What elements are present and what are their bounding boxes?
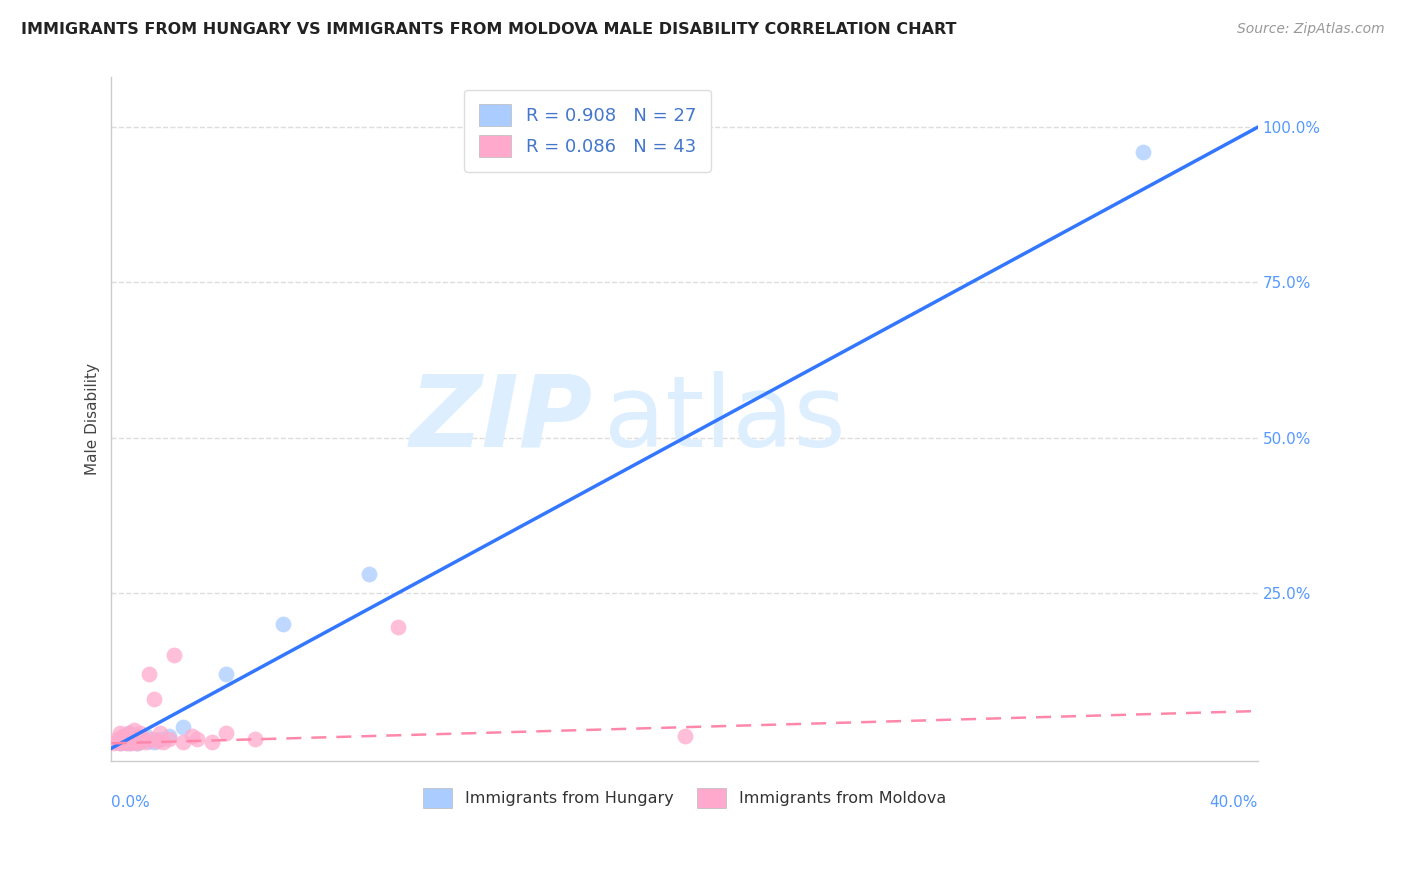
Point [132,731,155,746]
Point [129,734,152,748]
Point [117,725,139,739]
Text: Source: ZipAtlas.com: Source: ZipAtlas.com [1237,22,1385,37]
Point [124,735,146,749]
Point [111,734,134,748]
Point [149,731,172,746]
Point [124,735,146,749]
Point [243,731,266,746]
Point [114,731,136,746]
Point [143,735,166,749]
Point [359,567,381,582]
Point [124,731,146,746]
Point [172,720,194,734]
Point [105,735,128,749]
Point [152,735,174,749]
Point [138,666,160,681]
Point [129,725,152,739]
Point [141,731,163,746]
Point [105,735,128,749]
Text: 40.0%: 40.0% [1209,795,1258,810]
Text: 0.0%: 0.0% [111,795,150,810]
Point [117,725,139,739]
Point [157,731,180,746]
Point [121,734,143,748]
Point [146,734,169,748]
Point [1132,145,1154,159]
Point [108,731,131,746]
Point [108,725,131,739]
Point [121,734,143,748]
Point [117,731,139,746]
Point [111,729,134,743]
Point [201,735,224,749]
Point [673,729,696,743]
Point [129,731,152,746]
Point [121,736,143,750]
Point [108,734,131,748]
Point [124,731,146,746]
Point [114,734,136,748]
Point [108,736,131,750]
Point [114,736,136,750]
Point [186,731,208,746]
Point [127,729,149,743]
Point [172,735,194,749]
Point [121,729,143,743]
Point [149,725,172,739]
Point [111,729,134,743]
Point [103,736,125,750]
Y-axis label: Male Disability: Male Disability [86,363,100,475]
Point [135,729,157,743]
Point [127,736,149,750]
Point [135,735,157,749]
Point [114,730,136,744]
Point [163,648,186,662]
Point [111,731,134,746]
Point [127,736,149,750]
Point [180,729,202,743]
Legend: Immigrants from Hungary, Immigrants from Moldova: Immigrants from Hungary, Immigrants from… [416,782,952,814]
Point [114,735,136,749]
Point [105,731,128,746]
Point [138,734,160,748]
Point [124,723,146,737]
Point [129,735,152,749]
Text: atlas: atlas [605,370,846,467]
Point [114,730,136,744]
Text: ZIP: ZIP [411,370,593,467]
Point [273,617,295,632]
Point [108,736,131,750]
Point [117,736,139,750]
Text: IMMIGRANTS FROM HUNGARY VS IMMIGRANTS FROM MOLDOVA MALE DISABILITY CORRELATION C: IMMIGRANTS FROM HUNGARY VS IMMIGRANTS FR… [21,22,956,37]
Point [117,735,139,749]
Point [111,735,134,749]
Point [121,729,143,743]
Point [387,620,409,634]
Point [157,729,180,743]
Point [215,666,238,681]
Point [215,725,238,739]
Point [143,691,166,706]
